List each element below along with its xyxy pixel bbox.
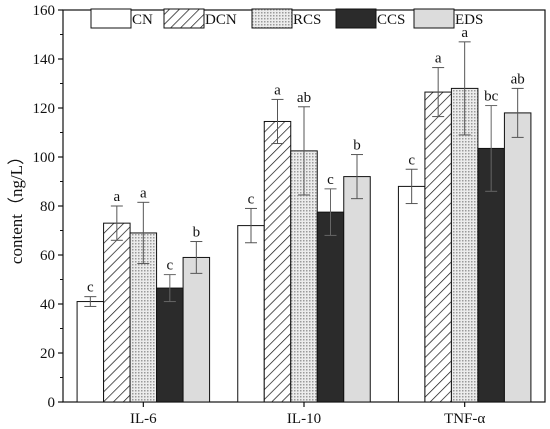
error-bar (511, 87, 524, 138)
significance-label: c (248, 191, 255, 207)
error-bar (245, 207, 257, 244)
error-bar (405, 168, 418, 205)
legend-label: CN (132, 12, 153, 28)
y-axis-label: content（ng/L） (7, 148, 26, 264)
y-tick-label: 140 (33, 52, 56, 68)
error-bar (190, 241, 203, 274)
error-bar (84, 296, 97, 307)
legend-item-cn: CN (90, 8, 153, 29)
bar-dcn-2 (424, 91, 452, 403)
significance-label: a (274, 82, 281, 98)
error-bar (458, 41, 471, 136)
significance-label: ab (297, 90, 311, 106)
significance-label: b (193, 225, 201, 241)
legend-label: DCN (205, 12, 237, 28)
y-axis: 0 20 40 60 80 100 120 140 160 (33, 3, 63, 411)
significance-label: c (327, 172, 334, 188)
significance-label: a (113, 189, 120, 205)
legend-item-ccs: CCS (335, 8, 405, 29)
significance-label: a (435, 51, 442, 67)
significance-label: a (461, 25, 468, 41)
x-tick-label: TNF-α (444, 411, 485, 427)
bar-dcn-1 (263, 120, 292, 403)
legend-label: RCS (293, 12, 321, 28)
error-bar (485, 105, 498, 192)
x-tick-label: IL-10 (287, 411, 321, 427)
significance-label: c (166, 258, 173, 274)
legend-swatch (251, 8, 293, 29)
legend: CN DCN RCS CCS EDS (90, 8, 483, 29)
significance-label: b (353, 138, 361, 154)
bar-ccs-0 (156, 287, 184, 403)
bar-dcn-0 (103, 222, 131, 403)
legend-item-rcs: RCS (251, 8, 321, 29)
error-bar (110, 205, 123, 241)
legend-label: CCS (377, 12, 405, 28)
error-bar (324, 188, 337, 236)
significance-label: c (408, 152, 415, 168)
error-bar (163, 274, 176, 303)
error-bar (271, 98, 284, 145)
y-tick-label: 20 (40, 346, 55, 362)
error-bar (298, 106, 310, 196)
legend-item-dcn: DCN (163, 8, 237, 29)
y-tick-label: 60 (40, 248, 55, 264)
significance-label: ab (511, 71, 525, 87)
x-axis: IL-6 IL-10 TNF-α (130, 402, 485, 427)
y-tick-label: 100 (33, 150, 56, 166)
significance-label: c (87, 280, 94, 296)
error-bar (137, 201, 150, 265)
y-tick-label: 0 (48, 395, 56, 411)
bar-eds-0 (182, 256, 211, 403)
error-bar (432, 67, 445, 118)
y-tick-label: 120 (33, 101, 56, 117)
error-bar (351, 154, 363, 200)
error-bars-group (84, 41, 524, 307)
legend-swatch (413, 8, 455, 29)
legend-swatch (335, 8, 377, 29)
x-tick-label: IL-6 (130, 411, 157, 427)
y-tick-label: 40 (40, 297, 55, 313)
bar-eds-2 (503, 112, 532, 403)
legend-swatch (163, 8, 205, 29)
significance-label: a (140, 185, 147, 201)
significance-label: bc (484, 89, 499, 105)
legend-label: EDS (455, 12, 483, 28)
bar-cn-0 (76, 301, 105, 403)
bar-eds-1 (343, 176, 371, 403)
bar-cn-1 (237, 225, 265, 403)
bar-ccs-1 (316, 211, 345, 403)
y-tick-label: 160 (33, 3, 56, 19)
y-tick-label: 80 (40, 199, 55, 215)
legend-swatch (90, 8, 132, 29)
legend-item-eds: EDS (413, 8, 483, 29)
bar-cn-2 (397, 185, 426, 403)
